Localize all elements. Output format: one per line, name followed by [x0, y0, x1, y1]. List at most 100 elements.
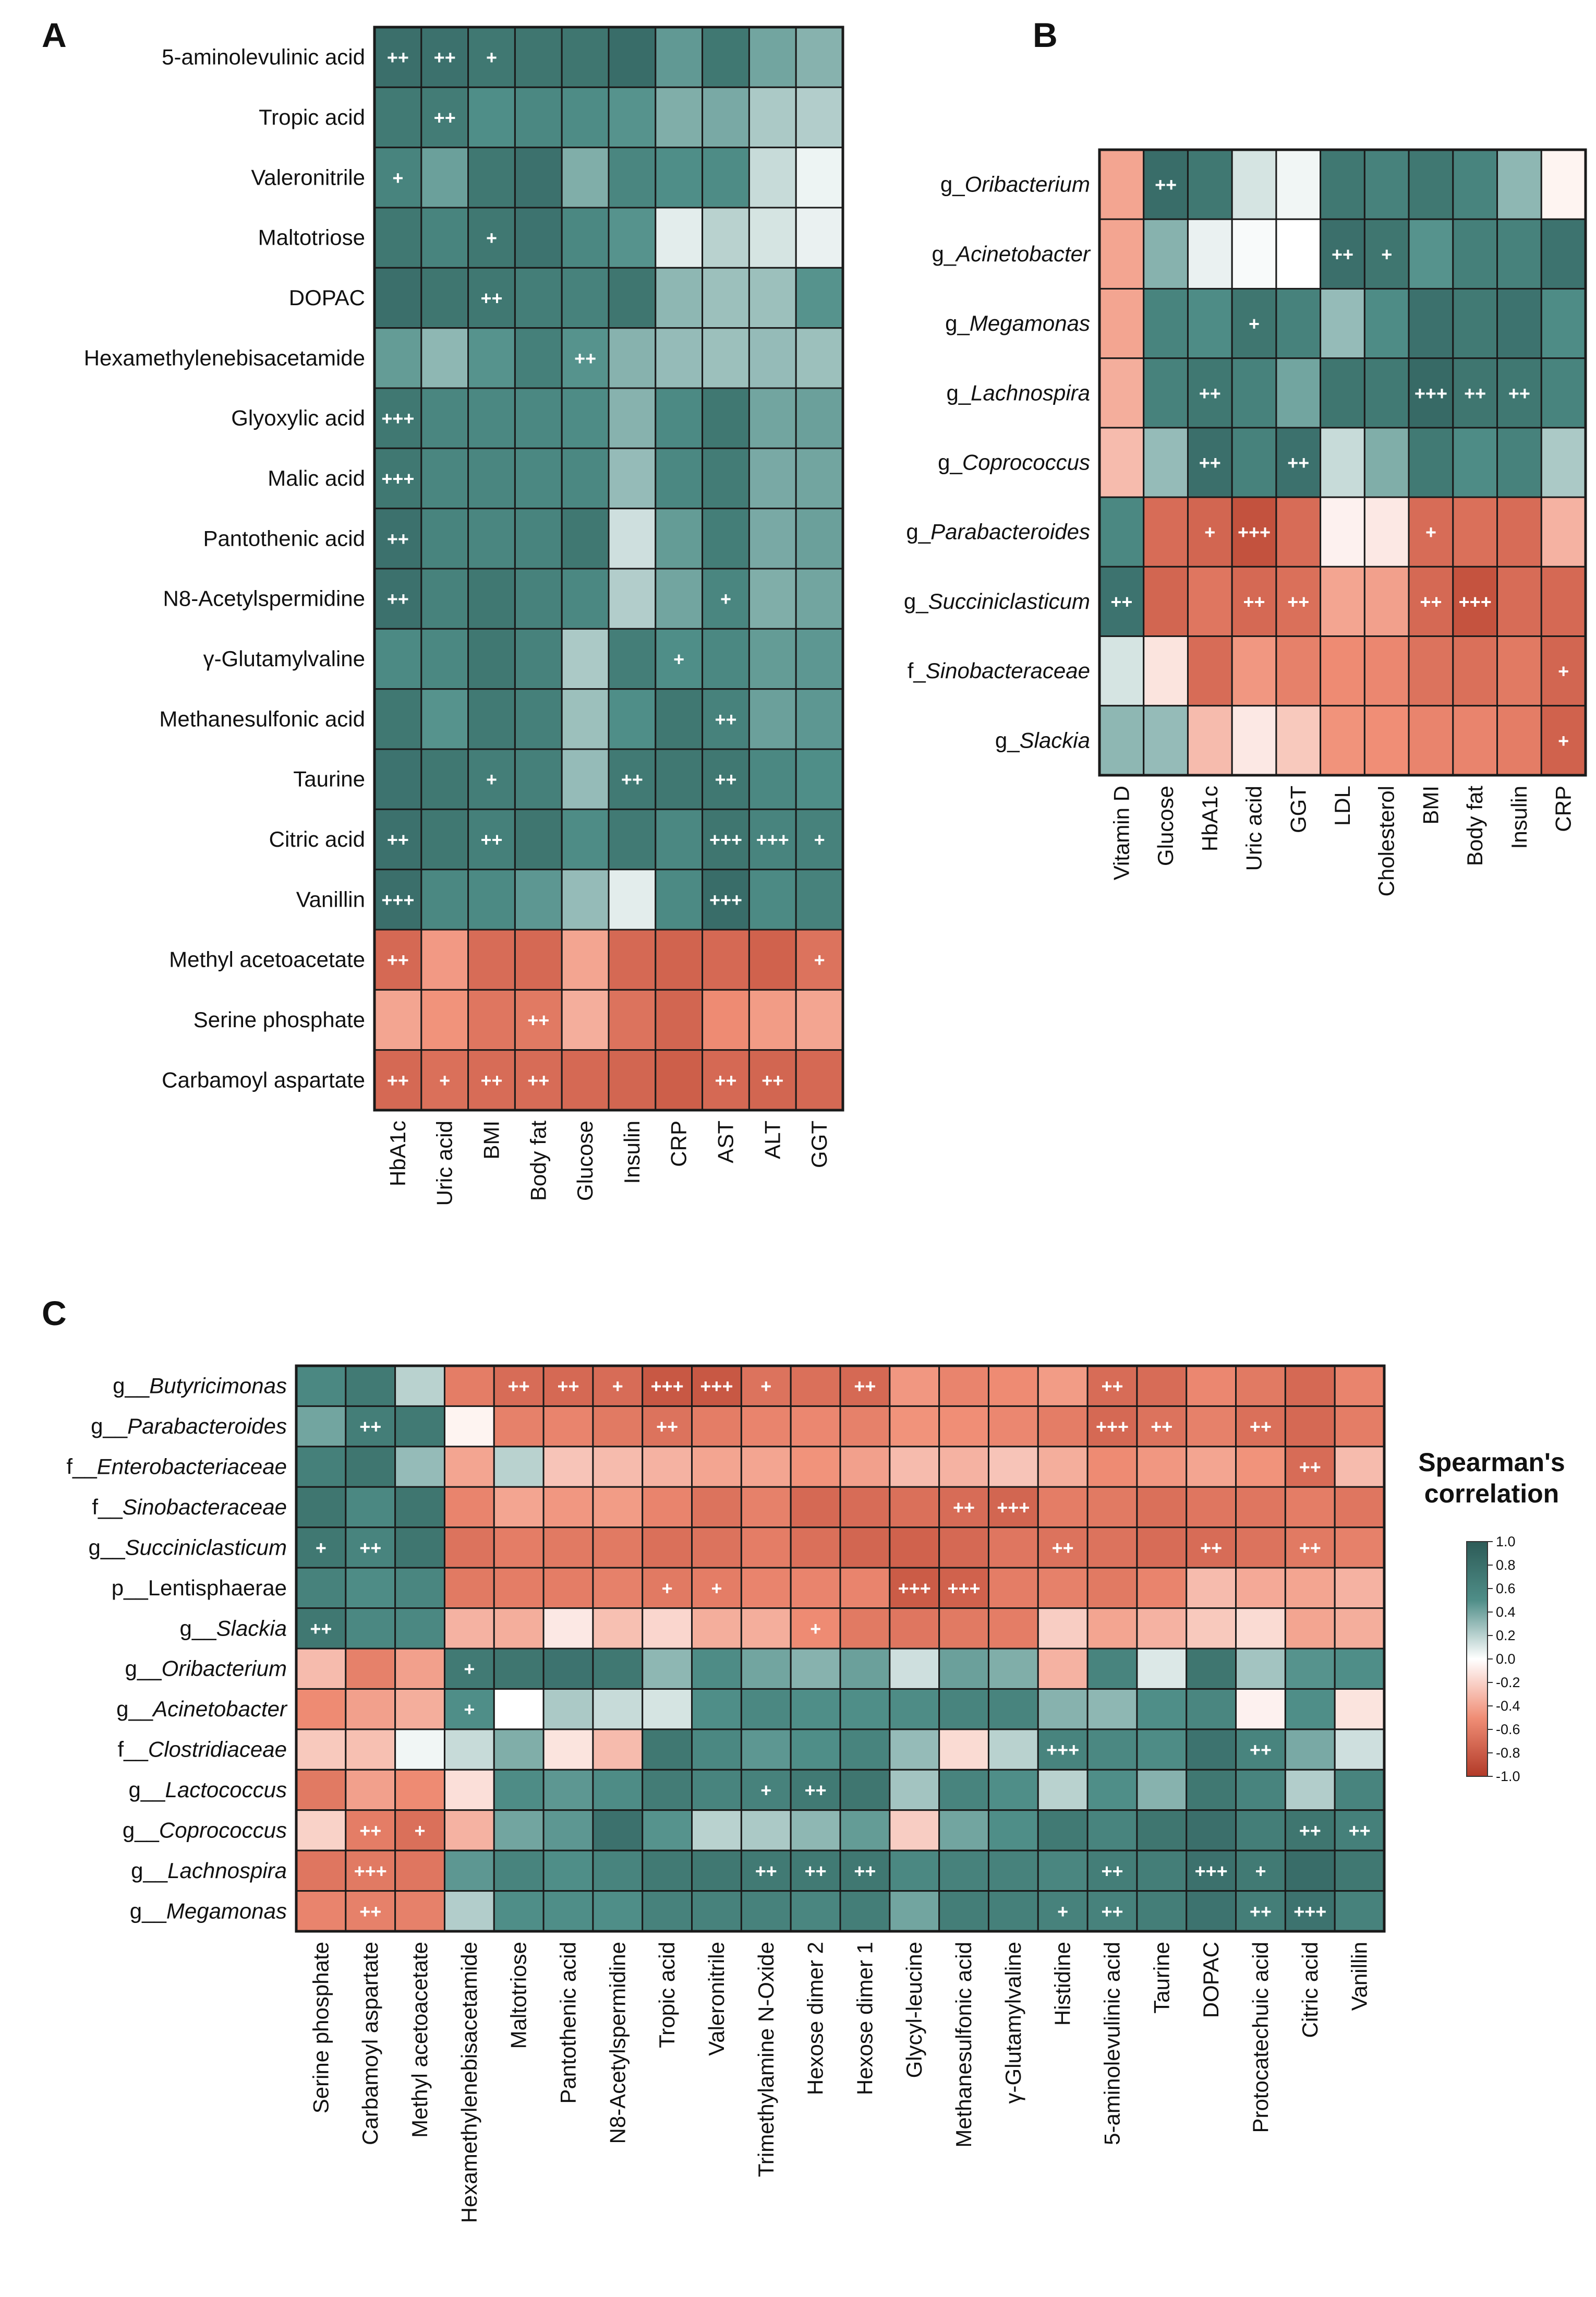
heatmap-cell: [790, 1526, 841, 1569]
heatmap-cell: [1231, 218, 1277, 290]
heatmap-cell: [345, 1365, 396, 1407]
heatmap-cell: [740, 1647, 792, 1690]
heatmap-cell: [373, 989, 422, 1051]
significance-mark: ++: [480, 1069, 502, 1091]
column-label-ldl: LDL: [1330, 786, 1355, 826]
heatmap-cell: [542, 1809, 594, 1851]
heatmap-cell: [1186, 1728, 1237, 1771]
column-label-histidine: Histidine: [1050, 1942, 1075, 2026]
heatmap-cell: [790, 1446, 841, 1488]
heatmap-cell: [443, 1647, 495, 1690]
heatmap-cell: [514, 147, 563, 209]
heatmap-cell: [394, 1365, 445, 1407]
heatmap-cell: [1363, 496, 1410, 568]
column-label-glycyl-leucine: Glycyl-leucine: [902, 1942, 926, 2078]
column-label-protocatechuic-acid: Protocatechuic acid: [1248, 1942, 1273, 2133]
heatmap-cell: [592, 1526, 644, 1569]
heatmap-cell: [740, 1486, 792, 1529]
row-label-g-oribacterium: g__Oribacterium: [125, 1656, 287, 1681]
heatmap-cell: [1136, 1647, 1188, 1690]
significance-mark: +: [392, 167, 403, 188]
row-label-vanillin: Vanillin: [296, 887, 365, 911]
heatmap-cell: [394, 1809, 445, 1851]
heatmap-cell: [889, 1446, 940, 1488]
heatmap-cell: [443, 1567, 495, 1609]
significance-mark: +++: [948, 1578, 981, 1599]
heatmap-cell: [295, 1890, 347, 1932]
significance-mark: +++: [709, 829, 742, 850]
panel-label-a: A: [42, 16, 67, 54]
row-label-methanesulfonic-acid: Methanesulfonic acid: [159, 706, 365, 731]
heatmap-cell: [1037, 1567, 1089, 1609]
heatmap-cell: [561, 688, 610, 750]
significance-mark: +: [486, 47, 497, 68]
heatmap-cell: [1496, 427, 1542, 498]
heatmap-cell: [542, 1769, 594, 1811]
heatmap-cell: [608, 748, 657, 810]
row-label-f-enterobacteriaceae: f__Enterobacteriaceae: [66, 1454, 287, 1479]
heatmap-cell: [1235, 1446, 1286, 1488]
significance-mark: +: [720, 588, 731, 610]
row-label-serine-phosphate: Serine phosphate: [194, 1007, 365, 1032]
heatmap-cell: [938, 1405, 989, 1448]
heatmap-cell: [561, 929, 610, 991]
heatmap-cell: [1098, 496, 1145, 568]
column-label-body-fat: Body fat: [526, 1121, 550, 1201]
heatmap-cell: [1143, 635, 1189, 707]
heatmap-cell: [655, 869, 704, 931]
heatmap-cell: [420, 929, 469, 991]
significance-mark: +++: [898, 1578, 931, 1599]
heatmap-cell: [839, 1405, 891, 1448]
heatmap-cell: [295, 1688, 347, 1730]
heatmap-cell: [795, 989, 844, 1051]
heatmap-cell: [1037, 1647, 1089, 1690]
significance-mark: ++: [1110, 591, 1132, 612]
heatmap-cell: [1235, 1647, 1286, 1690]
heatmap-cell: [1235, 1769, 1286, 1811]
significance-mark: ++: [508, 1376, 530, 1397]
heatmap-cell: [1540, 566, 1587, 638]
significance-mark: ++: [854, 1860, 876, 1882]
significance-mark: +++: [651, 1376, 684, 1397]
row-label-f-clostridiaceae: f__Clostridiaceae: [117, 1737, 287, 1762]
heatmap-cell: [467, 628, 516, 690]
heatmap-cell: [691, 1849, 742, 1892]
significance-mark: +: [814, 829, 825, 850]
heatmap-cell: [1284, 1486, 1336, 1529]
row-label-g-lachnospira: g_Lachnospira: [946, 380, 1090, 405]
heatmap-cell: [608, 387, 657, 449]
column-label-maltotriose: Maltotriose: [506, 1942, 531, 2049]
heatmap-cell: [295, 1607, 347, 1650]
heatmap-cell: [1186, 1849, 1237, 1892]
heatmap-cell: [1186, 1890, 1237, 1932]
row-label-glyoxylic-acid: Glyoxylic acid: [231, 406, 365, 430]
heatmap-cell: [642, 1688, 693, 1730]
heatmap-cell: [748, 869, 797, 931]
heatmap-cell: [1186, 1769, 1237, 1811]
heatmap-cell: [1086, 1809, 1138, 1851]
column-label-vitamin-d: Vitamin D: [1109, 786, 1133, 880]
legend-tick-label: -0.4: [1496, 1698, 1520, 1714]
heatmap-cell: [1334, 1849, 1385, 1892]
heatmap-cell: [889, 1769, 940, 1811]
heatmap-cell: [748, 508, 797, 570]
heatmap-cell: [443, 1526, 495, 1569]
heatmap-cell: [889, 1486, 940, 1529]
heatmap-cell: [1334, 1405, 1385, 1448]
column-label-pantothenic-acid: Pantothenic acid: [556, 1942, 581, 2104]
significance-mark: ++: [359, 1416, 381, 1437]
heatmap-cell: [1086, 1688, 1138, 1730]
heatmap-cell: [1363, 357, 1410, 429]
significance-mark: ++: [1243, 591, 1265, 612]
heatmap-cell: [467, 748, 516, 810]
heatmap-cell: [394, 1849, 445, 1892]
heatmap-cell: [642, 1769, 693, 1811]
heatmap-cell: [493, 1567, 545, 1609]
heatmap-cell: [608, 628, 657, 690]
heatmap-cell: [1334, 1446, 1385, 1488]
column-label-crp: CRP: [1551, 786, 1576, 832]
heatmap-cell: [467, 929, 516, 991]
significance-mark: ++: [1349, 1820, 1371, 1841]
heatmap-cell: [420, 387, 469, 449]
heatmap-cell: [592, 1567, 644, 1609]
